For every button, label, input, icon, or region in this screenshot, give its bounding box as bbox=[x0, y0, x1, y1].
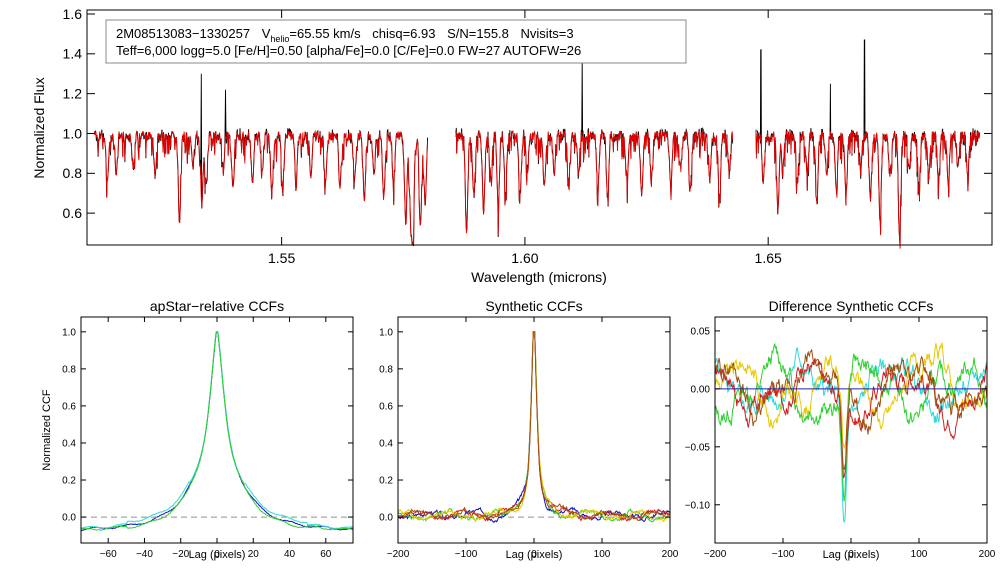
difference-ccf-ytick-label: −0.10 bbox=[685, 500, 711, 511]
model-spectrum-chip-1 bbox=[93, 129, 429, 246]
apstar-ccf-series-visit2 bbox=[80, 331, 353, 530]
apstar-ccf-xtick-label: −20 bbox=[172, 549, 189, 560]
difference-ccf-xtick-label: 100 bbox=[911, 549, 928, 560]
difference-ccf-axes: −200 −100 0 100 200 −0.10 −0.05 0.00 0.05 bbox=[685, 317, 996, 560]
spectrum-lines bbox=[93, 39, 981, 249]
synthetic-ccf-ytick-label: 0.4 bbox=[379, 438, 393, 449]
spectrum-annotation-line2: Teff=6,000 logg=5.0 [Fe/H]=0.50 [alpha/F… bbox=[116, 43, 581, 58]
difference-ccf-xtick-label: −200 bbox=[704, 549, 727, 560]
synthetic-ccf-ytick-label: 0.6 bbox=[379, 401, 393, 412]
spectrum-ytick-label: 1.4 bbox=[63, 46, 83, 62]
observed-spectrum-chip-2 bbox=[455, 57, 734, 238]
nvisits-value: Nvisits=3 bbox=[521, 26, 574, 41]
apstar-ccf-ytick-label: 0.0 bbox=[62, 513, 76, 524]
difference-ccf-xtick-label: −100 bbox=[772, 549, 795, 560]
apstar-ccf-y-label: Normalized CCF bbox=[41, 389, 53, 471]
apstar-ccf-axes: −60 −40 −20 0 20 40 60 0.0 0.2 0.4 0.6 0.8 1.0 bbox=[62, 317, 353, 560]
spectrum-annotation-box bbox=[105, 19, 687, 64]
apstar-ccf-frame bbox=[80, 316, 354, 544]
synthetic-ccf-frame bbox=[397, 316, 671, 544]
spectrum-ytick-label: 0.6 bbox=[63, 205, 83, 221]
model-spectrum-chip-2 bbox=[455, 130, 734, 235]
spectrum-y-label: Normalized Flux bbox=[31, 77, 47, 178]
spectrum-ytick-label: 0.8 bbox=[63, 165, 83, 181]
difference-ccf-ytick-label: 0.00 bbox=[691, 384, 711, 395]
difference-ccf-ytick-label: 0.05 bbox=[691, 326, 711, 337]
apstar-ccf-x-label: Lag (pixels) bbox=[189, 549, 246, 561]
apstar-ccf-series-visit3 bbox=[80, 330, 354, 531]
synthetic-ccf-ytick-label: 1.0 bbox=[379, 327, 393, 338]
apstar-ccf-xtick-label: 0 bbox=[214, 549, 220, 560]
chisq-value: chisq=6.93 bbox=[372, 26, 435, 41]
synthetic-ccf-series-green bbox=[397, 331, 671, 523]
spectrum-xtick-label: 1.60 bbox=[511, 250, 538, 266]
synthetic-ccf-lines bbox=[397, 331, 671, 524]
synthetic-ccf-xtick-label: 0 bbox=[531, 549, 537, 560]
synthetic-ccf-title: Synthetic CCFs bbox=[485, 298, 582, 314]
spectrum-axes: 1.55 1.60 1.65 0.6 0.8 1.0 1.2 1.4 1.6 bbox=[63, 6, 992, 266]
difference-ccf-series-green bbox=[714, 342, 988, 502]
apstar-ccf-xtick-label: −60 bbox=[100, 549, 117, 560]
spectrum-plot: 1.55 1.60 1.65 0.6 0.8 1.0 1.2 1.4 1.6 2M0851308… bbox=[31, 6, 993, 285]
difference-ccf-xtick-label: 0 bbox=[848, 549, 854, 560]
synthetic-ccf-series-yellow bbox=[397, 331, 671, 523]
spectrum-plot-frame bbox=[86, 9, 993, 246]
apstar-ccf-series-visit1 bbox=[80, 330, 353, 532]
synthetic-ccf-xtick-label: 200 bbox=[662, 549, 679, 560]
apstar-ccf-xtick-label: −40 bbox=[136, 549, 153, 560]
spectrum-x-label: Wavelength (microns) bbox=[471, 269, 607, 285]
synthetic-ccf-plot: Synthetic CCFs −200 −100 0 100 200 0.0 0.2 0.4 0… bbox=[379, 298, 679, 561]
difference-ccf-series-yellow bbox=[714, 342, 988, 450]
apstar-ccf-xtick-label: 60 bbox=[320, 549, 332, 560]
spectrum-ytick-label: 1.2 bbox=[63, 86, 83, 102]
apstar-ccf-ytick-label: 0.2 bbox=[62, 476, 76, 487]
apstar-ccf-ytick-label: 0.8 bbox=[62, 364, 76, 375]
synthetic-ccf-ytick-label: 0.8 bbox=[379, 364, 393, 375]
apstar-ccf-xtick-label: 40 bbox=[284, 549, 296, 560]
apstar-ccf-ytick-label: 1.0 bbox=[62, 327, 76, 338]
apstar-ccf-xtick-label: 20 bbox=[248, 549, 260, 560]
difference-ccf-xtick-label: 200 bbox=[979, 549, 996, 560]
difference-ccf-frame bbox=[714, 316, 988, 544]
spectrum-ytick-label: 1.6 bbox=[63, 6, 83, 22]
object-id: 2M08513083−1330257 bbox=[116, 26, 250, 41]
synthetic-ccf-x-label: Lag (pixels) bbox=[506, 549, 563, 561]
difference-ccf-series-brown bbox=[714, 349, 988, 470]
synthetic-ccf-series-brown bbox=[397, 331, 671, 522]
model-spectrum-chip-3 bbox=[755, 130, 980, 249]
synthetic-ccf-xtick-label: 100 bbox=[594, 549, 611, 560]
difference-ccf-lines bbox=[714, 342, 988, 523]
synthetic-ccf-axes: −200 −100 0 100 200 0.0 0.2 0.4 0.6 0.8 1.0 bbox=[379, 317, 679, 560]
difference-ccf-series-red bbox=[714, 358, 988, 479]
difference-ccf-ytick-label: −0.05 bbox=[685, 442, 711, 453]
synthetic-ccf-ytick-label: 0.2 bbox=[379, 476, 393, 487]
vhelio-subscript: helio bbox=[270, 34, 289, 44]
spectrum-xtick-label: 1.55 bbox=[268, 250, 295, 266]
apstar-ccf-plot: apStar−relative CCFs −60 −40 −20 0 20 40 60 0.0… bbox=[41, 298, 354, 561]
synthetic-ccf-xtick-label: −200 bbox=[387, 549, 410, 560]
difference-ccf-title: Difference Synthetic CCFs bbox=[769, 298, 934, 314]
difference-ccf-x-label: Lag (pixels) bbox=[823, 549, 880, 561]
spectrum-ytick-label: 1.0 bbox=[63, 125, 83, 141]
spectrum-annotation-line1: 2M08513083−1330257 Vhelio=65.55 km/s chi… bbox=[116, 26, 574, 44]
spectrum-xtick-label: 1.65 bbox=[755, 250, 782, 266]
synthetic-ccf-ytick-label: 0.0 bbox=[379, 513, 393, 524]
synthetic-ccf-xtick-label: −100 bbox=[455, 549, 478, 560]
apstar-ccf-ytick-label: 0.6 bbox=[62, 401, 76, 412]
synthetic-ccf-series-blue bbox=[397, 331, 671, 524]
sn-value: S/N=155.8 bbox=[447, 26, 509, 41]
apstar-ccf-ytick-label: 0.4 bbox=[62, 438, 76, 449]
difference-ccf-plot: Difference Synthetic CCFs −200 −100 0 100 20… bbox=[685, 298, 996, 561]
vhelio-prefix: V bbox=[262, 26, 271, 41]
synthetic-ccf-series-red bbox=[397, 331, 671, 522]
apstar-ccf-lines bbox=[80, 330, 354, 532]
apstar-ccf-title: apStar−relative CCFs bbox=[150, 298, 284, 314]
vhelio-value: =65.55 km/s bbox=[289, 26, 361, 41]
